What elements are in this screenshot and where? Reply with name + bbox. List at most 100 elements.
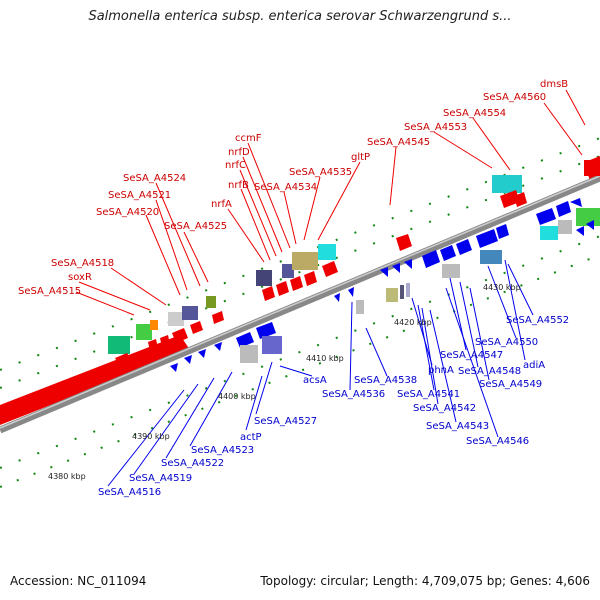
leader-line bbox=[279, 365, 313, 377]
gene-arrow bbox=[170, 363, 178, 372]
gene-label: acsA bbox=[303, 375, 327, 386]
leader-line bbox=[317, 161, 361, 241]
gene-arrow bbox=[348, 287, 354, 297]
gene-label: SeSA_A4545 bbox=[367, 137, 430, 148]
gene-label: SeSA_A4538 bbox=[354, 375, 417, 386]
gene-box bbox=[318, 244, 336, 260]
leader-line bbox=[283, 191, 297, 245]
gene-arrow bbox=[304, 271, 317, 286]
bottom-label-leaders bbox=[107, 259, 534, 487]
gene-arrow bbox=[536, 208, 556, 225]
gene-arrow bbox=[290, 276, 303, 291]
gene-box bbox=[182, 306, 198, 320]
ruler-labels: 4380 kbp 4390 kbp 4400 kbp 4410 kbp 4420… bbox=[48, 283, 521, 481]
gene-label: SeSA_A4549 bbox=[479, 379, 542, 390]
backbone-line-highlight bbox=[0, 175, 600, 429]
leader-line bbox=[240, 188, 271, 261]
gene-label: SeSA_A4527 bbox=[254, 416, 317, 427]
gene-label: SeSA_A4541 bbox=[397, 389, 460, 400]
tick-row-upper bbox=[0, 155, 600, 389]
leader-line bbox=[389, 146, 397, 206]
gene-arrow bbox=[570, 198, 582, 207]
backbone-red-region bbox=[0, 335, 190, 425]
leader-line bbox=[565, 89, 586, 126]
gene-label: nrfD bbox=[228, 147, 250, 158]
leader-line bbox=[487, 265, 517, 339]
gene-label: SeSA_A4552 bbox=[506, 315, 569, 326]
gene-label: SeSA_A4516 bbox=[98, 487, 161, 498]
gene-arrow bbox=[184, 355, 192, 364]
gene-arrow bbox=[476, 229, 498, 248]
gene-arrow bbox=[276, 281, 289, 296]
gene-label: actP bbox=[240, 432, 262, 443]
gene-box bbox=[540, 226, 558, 240]
gene-arrow bbox=[496, 224, 509, 239]
gene-label: SeSA_A4520 bbox=[96, 207, 159, 218]
gene-box bbox=[386, 288, 398, 302]
gene-arrow bbox=[334, 293, 340, 302]
leader-line bbox=[472, 117, 511, 171]
leader-line bbox=[421, 307, 439, 405]
gene-arrow bbox=[172, 328, 188, 343]
leader-line bbox=[349, 301, 353, 391]
leader-line bbox=[459, 281, 479, 368]
gene-arrow bbox=[396, 234, 412, 251]
leader-line bbox=[78, 281, 151, 311]
gene-arrow bbox=[190, 321, 203, 334]
gene-arrow bbox=[148, 339, 158, 351]
tick-line bbox=[0, 235, 600, 469]
gene-arrow bbox=[586, 220, 594, 230]
leader-line bbox=[189, 371, 233, 447]
gene-label: SeSA_A4518 bbox=[51, 258, 114, 269]
gene-label: SeSA_A4547 bbox=[440, 350, 503, 361]
leader-line bbox=[429, 309, 457, 423]
gene-label: SeSA_A4525 bbox=[164, 221, 227, 232]
gene-label: gltP bbox=[351, 152, 370, 163]
gene-arrow bbox=[422, 250, 440, 268]
gene-label: dmsB bbox=[540, 79, 568, 90]
gene-label: SeSA_A4515 bbox=[18, 286, 81, 297]
tick-line bbox=[0, 155, 600, 389]
gene-box bbox=[492, 175, 522, 193]
bottom-gene-labels: SeSA_A4552 SeSA_A4550 adiA SeSA_A4547 Se… bbox=[98, 315, 569, 498]
gene-arrow bbox=[556, 201, 571, 217]
leader-line bbox=[245, 375, 263, 431]
leader-line bbox=[543, 102, 583, 156]
leader-line bbox=[227, 208, 265, 263]
leader-line bbox=[417, 304, 435, 391]
gene-label: soxR bbox=[68, 272, 92, 283]
leader-line bbox=[155, 182, 201, 287]
gene-arrow bbox=[404, 259, 412, 269]
gene-arrow bbox=[322, 261, 338, 277]
gene-label: SeSA_A4523 bbox=[191, 445, 254, 456]
gene-label: SeSA_A4534 bbox=[254, 182, 317, 193]
leader-line bbox=[133, 383, 199, 475]
gene-box bbox=[108, 336, 130, 354]
gene-arrow bbox=[214, 342, 222, 351]
leader-line bbox=[183, 231, 209, 283]
gene-label: SeSA_A4522 bbox=[161, 458, 224, 469]
genome-summary-text: Topology: circular; Length: 4,709,075 bp… bbox=[260, 574, 590, 588]
gene-box bbox=[206, 296, 216, 308]
gene-box bbox=[442, 264, 460, 278]
leader-line bbox=[433, 131, 493, 169]
top-label-leaders bbox=[75, 89, 586, 316]
gene-box bbox=[136, 324, 152, 340]
gene-arrow bbox=[514, 192, 527, 207]
leader-line bbox=[145, 214, 181, 296]
top-gene-labels: dmsB SeSA_A4560 SeSA_A4554 SeSA_A4553 Se… bbox=[18, 79, 568, 297]
gene-arrow bbox=[160, 335, 170, 347]
leader-line bbox=[247, 142, 291, 249]
gene-label: SeSA_A4536 bbox=[322, 389, 385, 400]
backbone-line bbox=[0, 174, 600, 434]
leader-line bbox=[255, 361, 273, 415]
leader-line bbox=[110, 267, 167, 306]
gene-label: SeSA_A4548 bbox=[458, 366, 521, 377]
leader-line bbox=[75, 291, 135, 316]
leader-line bbox=[365, 327, 388, 377]
gene-arrow bbox=[380, 267, 388, 277]
gene-arrow bbox=[392, 263, 400, 273]
forward-strand-genes bbox=[108, 160, 600, 369]
